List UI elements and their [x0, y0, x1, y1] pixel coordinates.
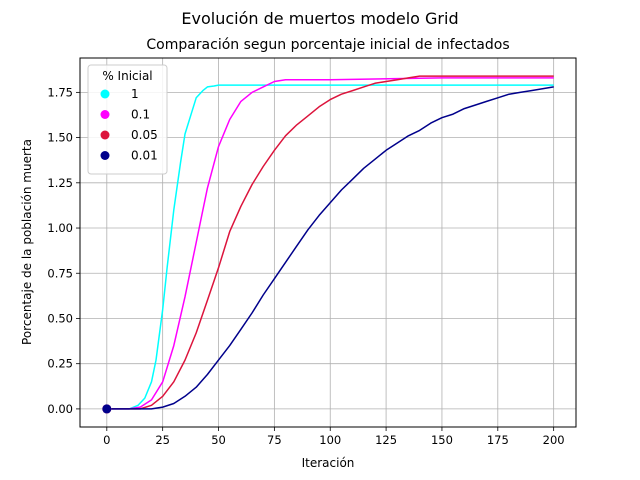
- x-tick-label: 100: [319, 433, 341, 447]
- y-tick-label: 0.00: [47, 402, 73, 416]
- series-line: [106, 86, 554, 410]
- x-tick-label: 25: [155, 433, 170, 447]
- x-axis-label: Iteración: [302, 456, 355, 470]
- y-axis-label: Porcentaje de la población muerta: [20, 139, 34, 345]
- series-line: [106, 77, 554, 410]
- y-tick-label: 0.50: [47, 311, 73, 325]
- legend-title: % Inicial: [102, 69, 152, 83]
- legend-label: 1: [131, 87, 139, 101]
- chart-subtitle: Comparación segun porcentaje inicial de …: [146, 37, 509, 53]
- y-tick-label: 1.25: [47, 176, 73, 190]
- x-tick-label: 125: [375, 433, 397, 447]
- chart-title: Evolución de muertos modelo Grid: [181, 9, 458, 28]
- legend-marker: [100, 89, 110, 99]
- series-layer: [102, 75, 554, 414]
- plot-frame: [79, 57, 577, 428]
- y-tick-label: 0.25: [47, 357, 73, 371]
- grid: [80, 58, 576, 427]
- legend-label: 0.01: [131, 149, 158, 163]
- ticks: 0 25 50 75 100 125 150 175 200 0.00 0.25 0.50 0.75 1.…: [47, 85, 564, 447]
- x-tick-label: 50: [211, 433, 226, 447]
- legend-label: 0.05: [131, 128, 158, 142]
- legend-marker: [100, 110, 110, 119]
- legend-label: 0.1: [131, 108, 150, 122]
- y-tick-label: 1.75: [47, 85, 73, 99]
- series-start-point: [102, 404, 112, 414]
- x-tick-label: 200: [543, 433, 565, 447]
- x-tick-label: 0: [103, 433, 110, 447]
- y-tick-label: 0.75: [47, 266, 73, 280]
- legend: % Inicial 1 0.1 0.05 0.01: [87, 64, 168, 175]
- x-tick-label: 75: [267, 433, 282, 447]
- y-tick-label: 1.50: [47, 131, 73, 145]
- x-tick-label: 150: [431, 433, 453, 447]
- legend-marker: [100, 151, 110, 160]
- series-line: [106, 75, 554, 410]
- legend-marker: [100, 130, 110, 140]
- y-tick-label: 1.00: [47, 221, 73, 235]
- x-tick-label: 175: [487, 433, 509, 447]
